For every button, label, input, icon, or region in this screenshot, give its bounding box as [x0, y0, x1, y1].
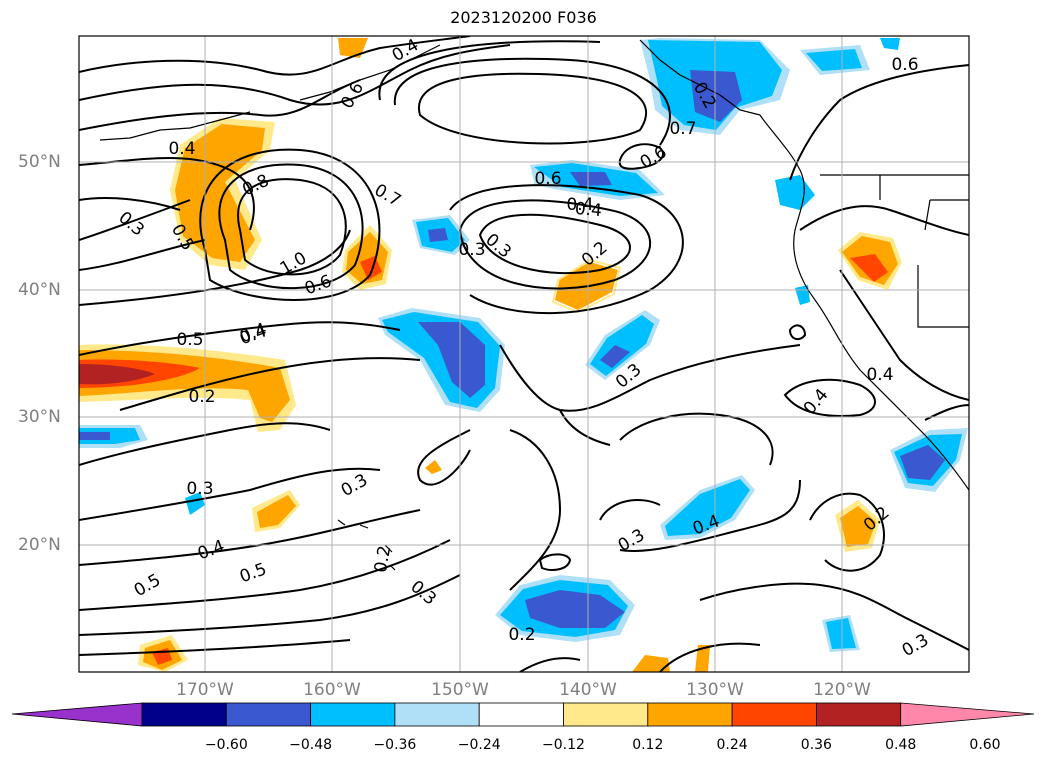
- colorbar-tick-label: −0.24: [457, 737, 501, 753]
- contour-label: 0.5: [176, 330, 203, 350]
- lat-label-50n: 50°N: [18, 152, 61, 172]
- colorbar-swatch: [647, 702, 733, 727]
- contour-label: 0.6: [534, 169, 561, 189]
- contour-label: 0.4: [566, 195, 593, 215]
- contour-label: 0.4: [574, 199, 603, 221]
- contour-label: 0.2: [188, 387, 215, 407]
- lat-label-30n: 30°N: [18, 407, 61, 427]
- map-title: 2023120200 F036: [450, 8, 597, 27]
- colorbar-swatch: [563, 702, 649, 727]
- colorbar-tick-label: 0.24: [716, 737, 748, 753]
- coastlines: [99, 39, 969, 571]
- colorbar-swatch: [394, 702, 480, 727]
- colorbar-swatch: [478, 702, 564, 727]
- colorbar-swatch: [141, 702, 227, 727]
- contour-label: 0.3: [186, 479, 213, 499]
- lon-label-170w: 170°W: [176, 680, 234, 700]
- colorbar-swatch: [731, 702, 817, 727]
- lon-label-130w: 130°W: [686, 680, 744, 700]
- contour-label: 0.6: [891, 55, 918, 75]
- colorbar-tick-label: −0.48: [289, 737, 333, 753]
- contour-label: 0.3: [458, 240, 485, 260]
- colorbar-tick-label: 0.36: [800, 737, 832, 753]
- filled-anomalies: [79, 38, 968, 672]
- contour-label: 0.4: [866, 365, 893, 385]
- colorbar-tick-label: 0.12: [632, 737, 664, 753]
- lat-label-20n: 20°N: [18, 535, 61, 555]
- lon-label-120w: 120°W: [813, 680, 871, 700]
- gridlines: [79, 36, 969, 672]
- contour-label: 0.2: [371, 544, 395, 574]
- lon-label-140w: 140°W: [559, 680, 617, 700]
- lon-label-150w: 150°W: [431, 680, 489, 700]
- contour-label: 0.7: [669, 119, 696, 139]
- colorbar-extend-high: [900, 702, 1035, 727]
- lon-label-160w: 160°W: [303, 680, 361, 700]
- colorbar-swatch: [310, 702, 396, 727]
- colorbar-tick-label: −0.60: [204, 737, 248, 753]
- colorbar-tick-label: 0.60: [969, 737, 1001, 753]
- colorbar-tick-label: −0.36: [373, 737, 417, 753]
- contour-label: 0.2: [508, 625, 535, 645]
- contour-label: 0.4: [168, 139, 195, 159]
- colorbar: [11, 702, 1035, 727]
- colorbar-tick-label: 0.48: [885, 737, 917, 753]
- colorbar-swatch: [225, 702, 312, 727]
- colorbar-swatch: [816, 702, 902, 727]
- colorbar-tick-label: −0.12: [542, 737, 585, 753]
- lat-label-40n: 40°N: [18, 280, 61, 300]
- colorbar-extend-low: [11, 702, 143, 727]
